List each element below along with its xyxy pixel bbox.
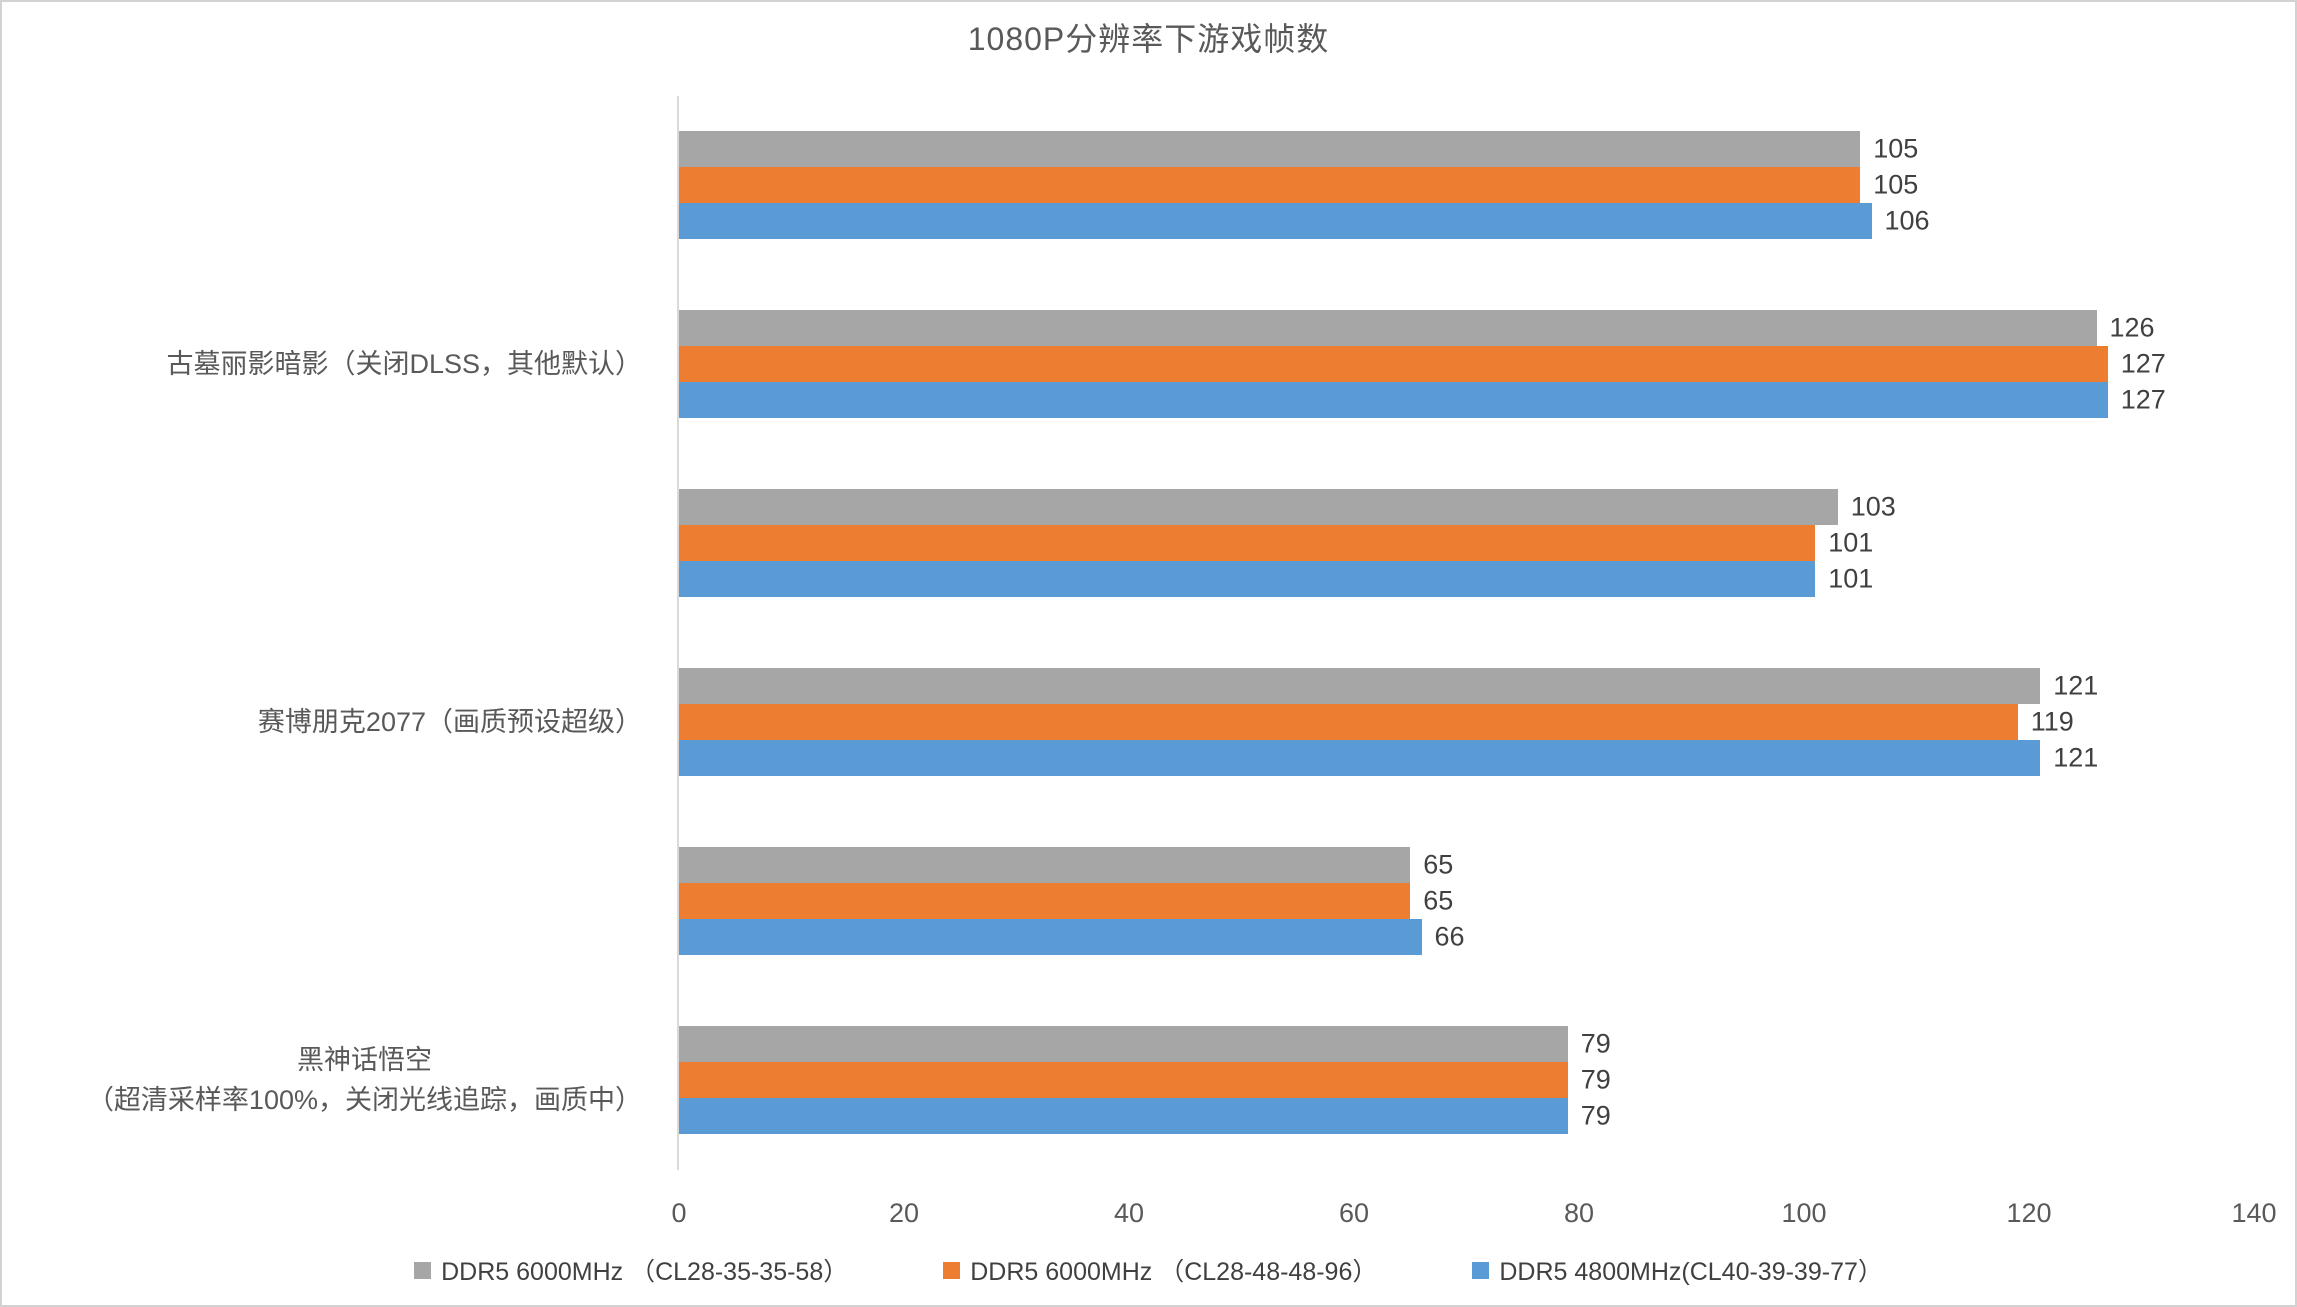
legend: DDR5 6000MHz （CL28-35-35-58） DDR5 6000MHz…: [2, 1252, 2295, 1288]
value-label: 101: [1828, 527, 1874, 558]
bar-series0-group3: 121: [679, 668, 2098, 704]
x-tick-120: 120: [2006, 1198, 2052, 1228]
value-label: 127: [2120, 348, 2166, 379]
value-label: 79: [1580, 1064, 1611, 1095]
bar-series1-group0: 105: [679, 167, 1918, 203]
x-tick-60: 60: [1338, 1198, 1370, 1228]
bar-series0-group4: 65: [679, 847, 1453, 883]
bar-series0-group0: 105: [679, 131, 1918, 167]
x-tick-0: 0: [671, 1198, 687, 1228]
x-tick-40: 40: [1113, 1198, 1145, 1228]
legend-label: DDR5 4800MHz(CL40-39-39-77）: [1499, 1258, 1883, 1286]
bar-series0-group5: 79: [679, 1026, 1611, 1062]
bar-series1-group3: 119: [679, 704, 2074, 740]
x-tick-80: 80: [1563, 1198, 1595, 1228]
bar-group-3: 121 119 121: [679, 633, 2254, 812]
bar-group-2: 103 101 101: [679, 454, 2254, 633]
value-label: 106: [1884, 205, 1930, 236]
bar-series0-group1: 126: [679, 310, 2155, 346]
value-label: 105: [1873, 133, 1919, 164]
bar-series1-group4: 65: [679, 883, 1453, 919]
x-tick-140: 140: [2231, 1198, 2277, 1228]
x-tick-100: 100: [1781, 1198, 1827, 1228]
bar-series2-group2: 101: [679, 561, 1873, 597]
value-label: 127: [2120, 384, 2166, 415]
plot-area: 105 105 106 126 127 127 103 101 101 121 119 121 65 65…: [679, 96, 2254, 1170]
category-label-1: 古墓丽影暗影（关闭DLSS，其他默认）: [166, 348, 642, 379]
value-label: 119: [2030, 706, 2074, 737]
bar-series2-group0: 106: [679, 203, 1930, 239]
category-label-3: 赛博朋克2077（画质预设超级）: [257, 706, 642, 737]
category-label-5: 黑神话悟空 （超清采样率100%，关闭光线追踪，画质中）: [86, 1045, 642, 1115]
value-label: 103: [1850, 491, 1896, 522]
legend-label: DDR5 6000MHz （CL28-48-48-96）: [970, 1258, 1378, 1286]
value-label: 65: [1423, 885, 1454, 916]
legend-item-0: DDR5 6000MHz （CL28-35-35-58）: [414, 1252, 848, 1288]
value-label: 126: [2109, 312, 2155, 343]
category-axis: 古墓丽影暗影（关闭DLSS，其他默认） 赛博朋克2077（画质预设超级） 黑神话悟空…: [2, 96, 652, 1170]
legend-marker-icon: [943, 1261, 961, 1279]
bar-series1-group1: 127: [679, 346, 2166, 382]
legend-item-1: DDR5 6000MHz （CL28-48-48-96）: [943, 1252, 1377, 1288]
bar-group-0: 105 105 106: [679, 96, 2254, 275]
value-label: 101: [1828, 563, 1874, 594]
bar-group-4: 65 65 66: [679, 812, 2254, 991]
legend-item-2: DDR5 4800MHz(CL40-39-39-77）: [1472, 1252, 1883, 1288]
bar-series2-group1: 127: [679, 382, 2166, 418]
bar-group-1: 126 127 127: [679, 275, 2254, 454]
bar-group-5: 79 79 79: [679, 991, 2254, 1170]
value-label: 121: [2053, 670, 2099, 701]
y-axis-line: [677, 96, 679, 1170]
value-label: 79: [1580, 1100, 1611, 1131]
chart-title: 1080P分辨率下游戏帧数: [967, 21, 1330, 57]
value-label: 65: [1423, 849, 1454, 880]
legend-label: DDR5 6000MHz （CL28-35-35-58）: [441, 1258, 849, 1286]
value-label: 121: [2053, 742, 2099, 773]
bar-series2-group3: 121: [679, 740, 2098, 776]
bar-series2-group4: 66: [679, 919, 1465, 955]
value-label: 105: [1873, 169, 1919, 200]
value-label: 79: [1580, 1028, 1611, 1059]
x-axis: 0 20 40 60 80 100 120 140: [671, 1198, 2276, 1238]
legend-marker-icon: [414, 1261, 432, 1279]
bar-series0-group2: 103: [679, 489, 1896, 525]
x-tick-20: 20: [888, 1198, 920, 1228]
bar-series2-group5: 79: [679, 1098, 1611, 1134]
bar-series1-group5: 79: [679, 1062, 1611, 1098]
legend-marker-icon: [1472, 1261, 1490, 1279]
bar-series1-group2: 101: [679, 525, 1873, 561]
value-label: 66: [1434, 921, 1465, 952]
